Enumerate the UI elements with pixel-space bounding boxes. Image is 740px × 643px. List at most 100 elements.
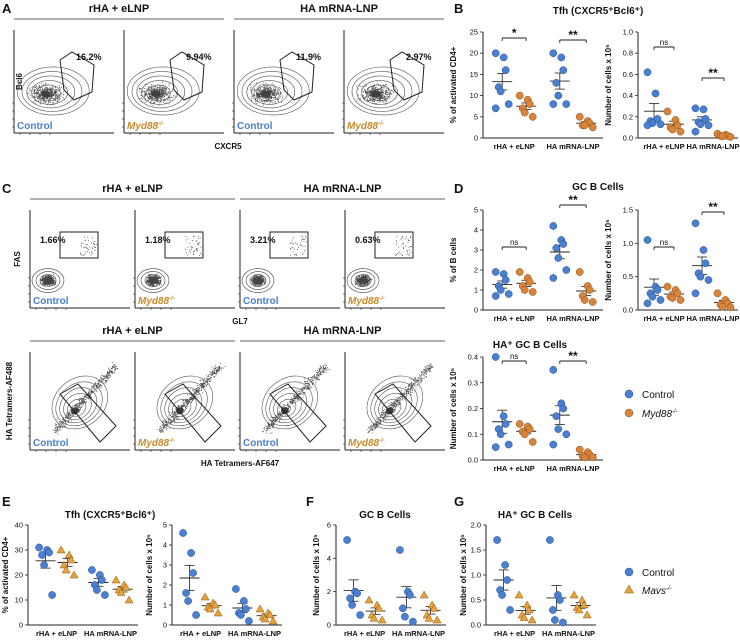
y-tick-label: 6 bbox=[327, 521, 331, 530]
y-axis-label: Number of cells x 10⁵ bbox=[145, 534, 154, 616]
data-point-mavs bbox=[377, 615, 387, 624]
data-point-control bbox=[38, 551, 46, 559]
gate-region bbox=[269, 231, 309, 259]
data-point-control bbox=[701, 259, 710, 268]
y-axis-label: Number of cells x 10⁵ bbox=[449, 367, 458, 449]
panel-letter-d: D bbox=[454, 181, 463, 196]
dot-plot-D2: 0.0 0.5 1.0 1.5 Number of cells x 10⁵ rHA + e… bbox=[604, 200, 740, 323]
data-point-mavs bbox=[424, 613, 434, 622]
data-point-mavs bbox=[200, 592, 210, 601]
data-point-control bbox=[192, 611, 200, 619]
density-contour bbox=[346, 66, 420, 116]
data-point-control bbox=[242, 605, 250, 613]
data-point-control bbox=[648, 292, 657, 301]
panel-b-title: Tfh (CXCR5⁺Bcl6⁺) bbox=[553, 6, 644, 17]
gate-percent: 3.21% bbox=[250, 235, 276, 245]
group-label-control: Control bbox=[17, 121, 53, 132]
data-point-mavs bbox=[124, 595, 134, 604]
y-tick-label: 4 bbox=[474, 226, 478, 235]
y-tick-label: 0.5 bbox=[623, 272, 633, 281]
density-contour bbox=[370, 381, 418, 427]
legend2-mavs-marker bbox=[624, 584, 634, 594]
data-point-control bbox=[496, 430, 505, 439]
event-dots bbox=[138, 81, 177, 107]
flow-plot-1: 1.18% Myd88-/- bbox=[133, 210, 235, 310]
group-label-myd88-sup: -/- bbox=[379, 296, 385, 302]
data-point-control bbox=[552, 412, 561, 421]
group-label-myd88: Myd88-/- bbox=[127, 121, 164, 132]
data-point-control bbox=[491, 268, 500, 276]
panel-letter-e: E bbox=[2, 494, 11, 509]
data-point-myd88 bbox=[676, 127, 685, 136]
data-point-control bbox=[491, 104, 500, 113]
sig-label: ** bbox=[568, 193, 578, 207]
data-point-control bbox=[551, 616, 559, 624]
panel-letter-c: C bbox=[2, 181, 12, 196]
flow-plot-3: Myd88-/- bbox=[343, 352, 445, 452]
header-label-0: rHA + eLNP bbox=[102, 325, 162, 337]
data-point-control bbox=[546, 536, 554, 544]
data-point-control bbox=[504, 100, 513, 108]
y-axis-label: Bcl6 bbox=[15, 73, 24, 90]
flow-plot-2: 11.9% Control bbox=[232, 30, 334, 135]
y-tick-label: 2.0 bbox=[471, 521, 481, 530]
density-contour bbox=[378, 393, 407, 421]
density-contour bbox=[356, 75, 406, 109]
legend-myd88-label: Myd88 bbox=[642, 409, 672, 420]
category-label: HA mRNA-LNP bbox=[228, 629, 281, 638]
y-tick-label: 3 bbox=[163, 561, 167, 570]
data-point-control bbox=[499, 412, 508, 421]
data-point-mavs bbox=[527, 615, 537, 624]
gate-region bbox=[279, 51, 315, 101]
group-label-myd88-sup: -/- bbox=[378, 121, 384, 127]
y-tick-label: 0.2 bbox=[468, 404, 478, 413]
y-tick-label: 3 bbox=[474, 246, 478, 255]
data-point-myd88 bbox=[588, 453, 597, 462]
data-point-control bbox=[656, 120, 665, 129]
legend-mavs: Control Mavs-/- bbox=[624, 567, 674, 597]
group-label-myd88-sup: -/- bbox=[169, 438, 175, 444]
data-point-control bbox=[40, 561, 48, 569]
y-axis-label: Number of cells x 10⁵ bbox=[604, 44, 613, 126]
data-point-control bbox=[562, 100, 571, 108]
category-label: rHA + eLNP bbox=[494, 142, 535, 151]
panel-c: rHA + eLNP HA mRNA-LNPFASGL71.66%Control1… bbox=[13, 183, 445, 326]
event-dots bbox=[156, 363, 226, 433]
panel-letter-g: G bbox=[454, 494, 464, 509]
density-contour bbox=[21, 71, 83, 112]
group-label-control: Control bbox=[243, 296, 279, 307]
category-label: HA mRNA-LNP bbox=[686, 314, 739, 323]
y-tick-label: 0 bbox=[474, 134, 478, 143]
legend-control-label: Control bbox=[642, 390, 674, 401]
density-contour bbox=[351, 71, 413, 112]
sig-label: ** bbox=[568, 28, 578, 42]
panel-e-title: Tfh (CXCR5⁺Bcl6⁺) bbox=[65, 510, 156, 521]
data-point-mavs bbox=[210, 600, 220, 609]
panel-d3-title: HA⁺ GC B Cells bbox=[493, 340, 568, 351]
data-point-myd88 bbox=[726, 133, 735, 141]
data-point-control bbox=[184, 597, 192, 605]
data-point-control bbox=[506, 606, 514, 614]
y-tick-label: 0.8 bbox=[623, 49, 633, 58]
data-point-mavs bbox=[255, 604, 265, 613]
category-label: HA mRNA-LNP bbox=[542, 629, 595, 638]
data-point-myd88 bbox=[580, 296, 589, 304]
data-point-myd88 bbox=[713, 289, 722, 298]
data-point-control bbox=[562, 430, 571, 439]
y-tick-label: 0.1 bbox=[468, 430, 478, 439]
legend-myd88-sup: -/- bbox=[672, 409, 678, 415]
data-point-control bbox=[101, 591, 109, 599]
density-contour bbox=[126, 66, 200, 116]
data-point-control bbox=[549, 366, 558, 374]
y-tick-label: 1 bbox=[163, 601, 167, 610]
y-tick-label: 25 bbox=[470, 28, 478, 37]
y-tick-label: 20 bbox=[470, 49, 478, 58]
data-point-myd88 bbox=[515, 420, 524, 428]
data-point-control bbox=[504, 290, 513, 298]
panel-letter-f: F bbox=[306, 494, 314, 509]
group-label-myd88: Myd88-/- bbox=[138, 438, 175, 449]
group-label-myd88: Myd88-/- bbox=[138, 296, 175, 307]
density-contour bbox=[361, 80, 398, 105]
data-point-control bbox=[562, 266, 571, 274]
